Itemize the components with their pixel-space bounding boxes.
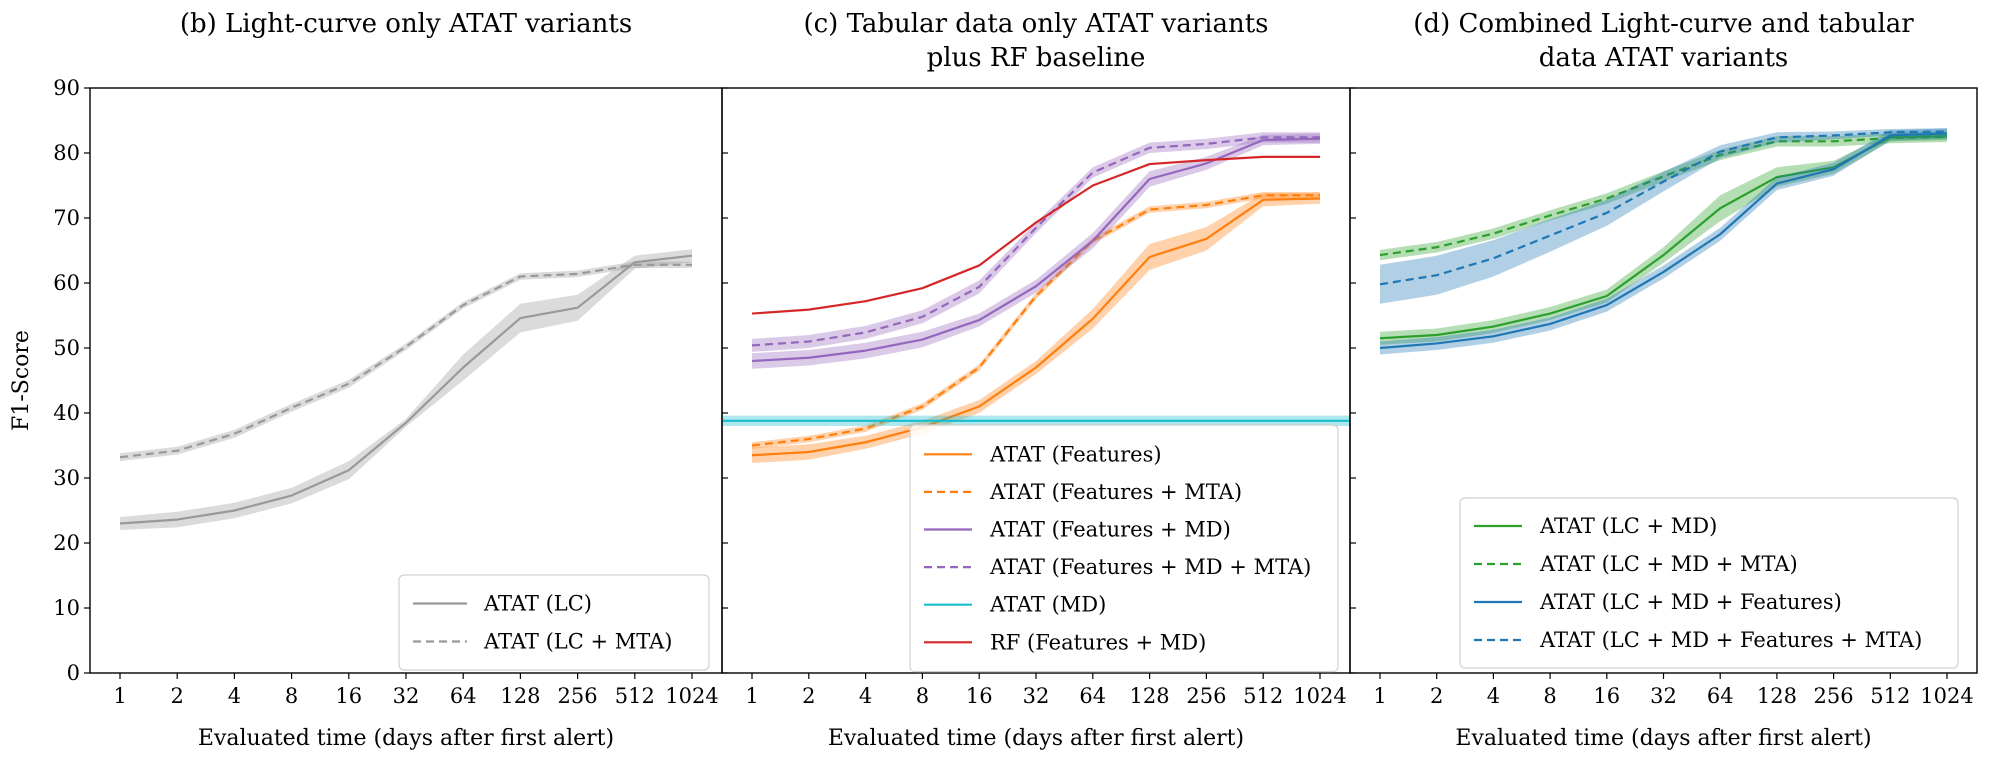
series-band xyxy=(752,132,1320,352)
x-tick-label: 512 xyxy=(615,684,655,708)
series-line xyxy=(751,136,1320,347)
legend: ATAT (LC) ATAT (LC + MTA) xyxy=(398,574,710,671)
panel-title: (d) Combined Light-curve and tabular xyxy=(1413,9,1914,39)
x-tick-label: 4 xyxy=(1487,684,1500,708)
x-tick-label: 2 xyxy=(802,684,815,708)
x-tick-label: 2 xyxy=(1430,684,1443,708)
y-tick-label: 0 xyxy=(67,661,80,685)
y-tick-label: 20 xyxy=(53,531,80,555)
legend: ATAT (Features) ATAT (Features + MTA) ATAT… xyxy=(909,424,1339,673)
x-tick-label: 32 xyxy=(393,684,420,708)
x-tick-label: 128 xyxy=(1130,684,1170,708)
series-line xyxy=(119,254,693,525)
legend-label: ATAT (LC + MTA) xyxy=(483,630,672,654)
x-tick-label: 16 xyxy=(1593,684,1620,708)
series-line xyxy=(751,137,1321,363)
x-tick-label: 4 xyxy=(228,684,241,708)
x-tick-label: 1 xyxy=(745,684,758,708)
plot-area xyxy=(119,249,693,530)
y-tick-label: 60 xyxy=(53,271,80,295)
series-band xyxy=(1380,128,1947,304)
x-tick-label: 16 xyxy=(335,684,362,708)
series-line xyxy=(119,263,692,459)
x-tick-label: 128 xyxy=(1757,684,1797,708)
x-axis-label: Evaluated time (days after first alert) xyxy=(198,726,614,751)
panel-2: 1 2 4 8 16 32 64 128 256 512 1024 Evaluated time (d… xyxy=(721,9,1351,751)
x-tick-label: 8 xyxy=(1543,684,1556,708)
x-tick-label: 256 xyxy=(1814,684,1854,708)
legend-label: ATAT (Features + MTA) xyxy=(989,480,1242,504)
x-tick-label: 32 xyxy=(1023,684,1050,708)
legend-label: ATAT (LC + MD + Features + MTA) xyxy=(1539,628,1922,652)
panel-title: (b) Light-curve only ATAT variants xyxy=(180,9,632,39)
y-tick-label: 10 xyxy=(53,596,80,620)
x-tick-label: 2 xyxy=(171,684,184,708)
x-tick-label: 1 xyxy=(113,684,126,708)
x-tick-label: 256 xyxy=(558,684,598,708)
x-tick-label: 64 xyxy=(1079,684,1106,708)
plot-area xyxy=(1379,128,1948,355)
legend-label: ATAT (Features) xyxy=(989,442,1162,466)
x-tick-label: 1 xyxy=(1373,684,1386,708)
y-tick-label: 30 xyxy=(53,466,80,490)
series-line xyxy=(1379,135,1948,257)
panel-3: 1 2 4 8 16 32 64 128 256 512 1024 Evaluated time (d… xyxy=(1349,9,1978,751)
panel-title: plus RF baseline xyxy=(927,43,1146,73)
y-tick-label: 90 xyxy=(53,76,80,100)
legend-label: ATAT (Features + MD + MTA) xyxy=(989,555,1311,579)
x-tick-label: 4 xyxy=(859,684,872,708)
x-tick-label: 16 xyxy=(966,684,993,708)
x-tick-label: 8 xyxy=(285,684,298,708)
panel-title: data ATAT variants xyxy=(1539,43,1789,73)
x-tick-label: 64 xyxy=(1707,684,1734,708)
plot-area xyxy=(722,132,1350,464)
legend-box xyxy=(1459,497,1959,669)
x-tick-label: 256 xyxy=(1186,684,1226,708)
legend-label: ATAT (LC + MD + MTA) xyxy=(1539,552,1798,576)
x-tick-label: 64 xyxy=(450,684,477,708)
legend-label: ATAT (Features + MD) xyxy=(989,518,1231,542)
y-axis-label: F1-Score xyxy=(9,330,34,431)
y-tick-label: 80 xyxy=(53,141,80,165)
series-line xyxy=(751,194,1320,447)
series-band xyxy=(120,249,692,530)
y-tick-label: 40 xyxy=(53,401,80,425)
x-tick-label: 32 xyxy=(1650,684,1677,708)
panel-1: 1 2 4 8 16 32 64 128 256 512 1024 0 10 20 30 40 50 60 70 80… xyxy=(53,9,723,751)
panel-title: (c) Tabular data only ATAT variants xyxy=(803,9,1268,39)
y-tick-label: 70 xyxy=(53,206,80,230)
series-band xyxy=(1380,131,1947,261)
x-tick-label: 512 xyxy=(1243,684,1283,708)
x-axis-label: Evaluated time (days after first alert) xyxy=(828,726,1244,751)
x-tick-label: 128 xyxy=(500,684,540,708)
legend-label: ATAT (LC + MD) xyxy=(1539,514,1717,538)
legend-box xyxy=(909,424,1339,673)
x-tick-label: 8 xyxy=(916,684,929,708)
legend: ATAT (LC + MD) ATAT (LC + MD + MTA) ATAT (… xyxy=(1459,497,1959,669)
x-tick-label: 1024 xyxy=(1293,684,1346,708)
x-tick-label: 1024 xyxy=(1920,684,1973,708)
legend-box xyxy=(398,574,710,671)
legend-label: RF (Features + MD) xyxy=(990,630,1206,654)
legend-label: ATAT (MD) xyxy=(989,593,1106,617)
legend-label: ATAT (LC + MD + Features) xyxy=(1539,590,1842,614)
legend-label: ATAT (LC) xyxy=(483,592,592,616)
x-axis-label: Evaluated time (days after first alert) xyxy=(1455,726,1871,751)
x-tick-label: 1024 xyxy=(665,684,718,708)
x-tick-label: 512 xyxy=(1870,684,1910,708)
y-tick-label: 50 xyxy=(53,336,80,360)
